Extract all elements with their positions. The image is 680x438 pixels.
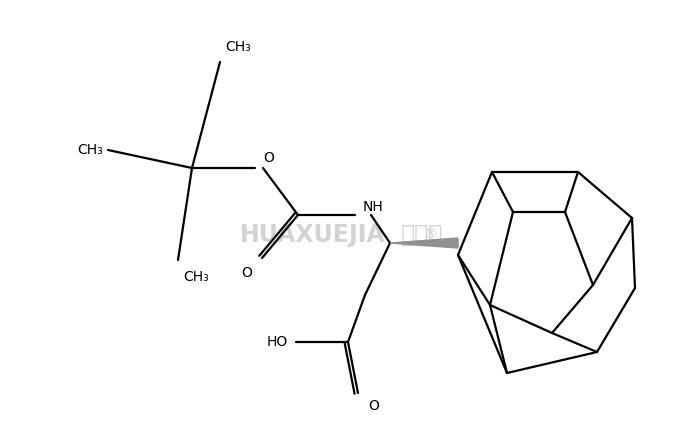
Polygon shape <box>390 238 458 248</box>
Text: O: O <box>263 151 274 165</box>
Text: NH: NH <box>363 200 384 214</box>
Text: HUAXUEJIA: HUAXUEJIA <box>240 223 386 247</box>
Text: O: O <box>368 399 379 413</box>
Text: ®: ® <box>423 228 437 242</box>
Text: O: O <box>241 266 252 280</box>
Text: CH₃: CH₃ <box>225 40 251 54</box>
Text: 化学加: 化学加 <box>401 223 443 247</box>
Text: CH₃: CH₃ <box>78 143 103 157</box>
Text: HO: HO <box>267 335 288 349</box>
Text: CH₃: CH₃ <box>183 270 209 284</box>
